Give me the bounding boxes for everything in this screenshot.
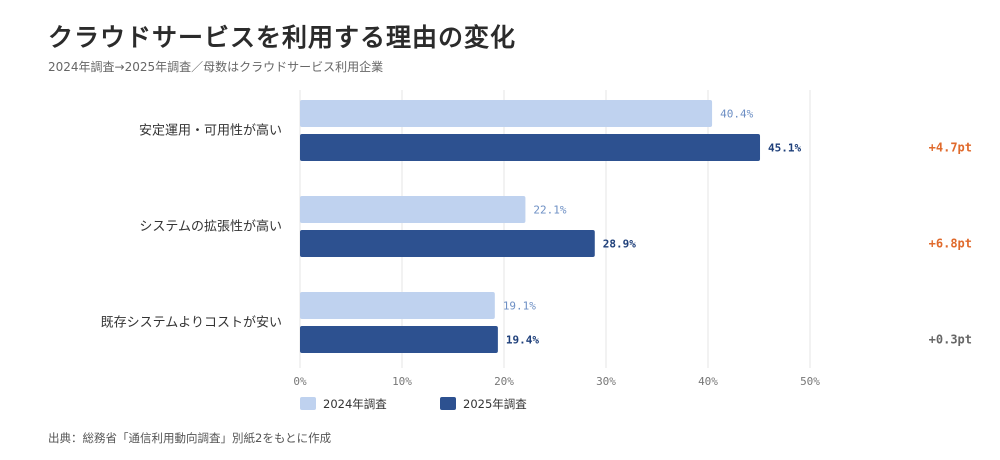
bar-2025 — [300, 134, 761, 161]
bar-2025 — [300, 326, 498, 353]
value-label-2024: 40.4% — [720, 108, 753, 121]
category-label: 安定運用・可用性が高い — [139, 123, 282, 139]
legend-label: 2025年調査 — [463, 397, 527, 411]
legend-swatch — [300, 397, 316, 410]
value-label-2025: 19.4% — [506, 334, 539, 347]
value-label-2025: 45.1% — [768, 142, 801, 155]
category-label: システムの拡張性が高い — [139, 219, 282, 235]
value-label-2024: 19.1% — [503, 300, 536, 313]
bar-2024 — [300, 100, 713, 127]
bar-2025 — [300, 230, 595, 257]
value-label-2025: 28.9% — [603, 238, 636, 251]
x-tick-label: 10% — [392, 375, 412, 388]
x-tick-label: 0% — [293, 375, 307, 388]
difference-label: +6.8pt — [929, 237, 972, 251]
source-note: 出典：総務省「通信利用動向調査」別紙2をもとに作成 — [48, 431, 332, 445]
bar-2024 — [300, 292, 495, 319]
chart-title: クラウドサービスを利用する理由の変化 — [48, 23, 517, 52]
legend-swatch — [440, 397, 456, 410]
legend-label: 2024年調査 — [323, 397, 387, 411]
difference-label: +0.3pt — [929, 333, 972, 347]
x-tick-label: 40% — [698, 375, 718, 388]
bar-2024 — [300, 196, 526, 223]
difference-label: +4.7pt — [929, 141, 972, 155]
value-label-2024: 22.1% — [533, 204, 566, 217]
x-tick-label: 50% — [800, 375, 820, 388]
chart-subtitle: 2024年調査→2025年調査／母数はクラウドサービス利用企業 — [48, 60, 384, 74]
category-label: 既存システムよりコストが安い — [101, 316, 282, 331]
x-tick-label: 20% — [494, 375, 514, 388]
x-tick-label: 30% — [596, 375, 616, 388]
